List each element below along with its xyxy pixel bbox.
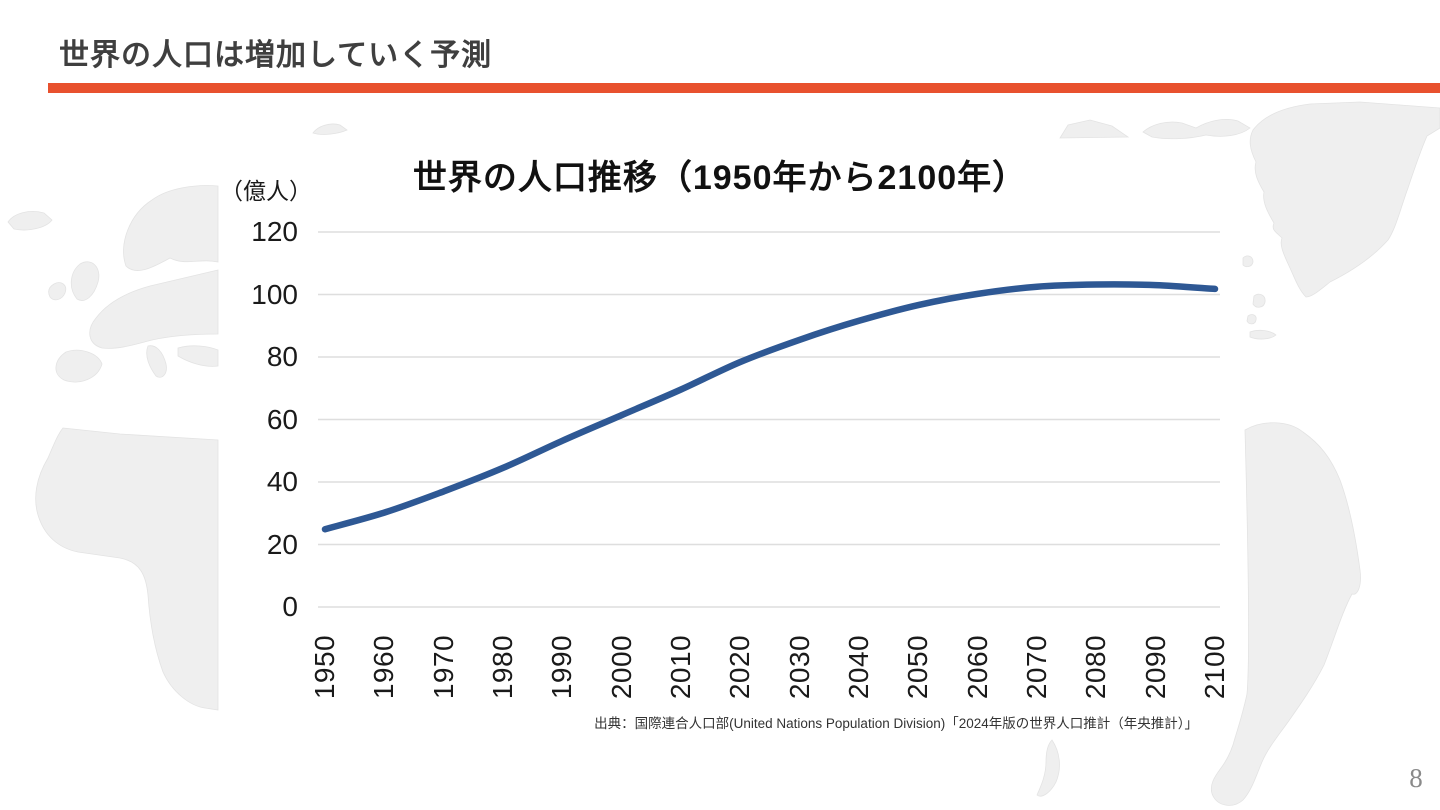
map-siberia-fragment: [1059, 119, 1251, 140]
x-tick-label: 2040: [843, 634, 874, 700]
map-caribbean-islands: [1242, 255, 1277, 340]
y-tick-label: 80: [266, 341, 298, 372]
x-tick-label: 1970: [427, 634, 459, 700]
map-africa: [35, 427, 219, 711]
slide-title: 世界の人口は増加していく予測: [59, 39, 493, 72]
source-citation: 出典：国際連合人口部(United Nations Population Div…: [594, 716, 1198, 731]
map-new-zealand: [1036, 739, 1060, 797]
x-tick-label: 2030: [783, 634, 815, 700]
map-iceland: [7, 211, 53, 231]
x-tick-label: 1990: [546, 634, 578, 700]
map-europe: [48, 185, 219, 383]
x-tick-label: 2090: [1139, 634, 1171, 700]
x-tick-label: 1980: [487, 634, 518, 700]
page-number: 8: [1409, 763, 1423, 793]
x-tick-label: 2070: [1021, 634, 1052, 700]
y-tick-label: 40: [266, 466, 298, 497]
header-accent-bar: [48, 83, 1440, 93]
x-tick-label: 2050: [902, 634, 934, 700]
x-tick-label: 2080: [1080, 634, 1112, 700]
population-line-series: [321, 281, 1219, 533]
y-tick-label: 120: [251, 216, 298, 247]
x-tick-label: 1960: [368, 634, 400, 700]
chart-title: 世界の人口推移（1950年から2100年）: [412, 159, 1028, 197]
y-tick-label: 20: [266, 528, 298, 560]
map-south-america: [1210, 422, 1361, 806]
y-axis-unit-label: （億人）: [220, 178, 312, 204]
x-tick-label: 2010: [665, 634, 696, 700]
x-tick-label: 2020: [724, 634, 756, 700]
x-tick-label: 1950: [309, 634, 340, 700]
y-tick-label: 60: [266, 403, 298, 435]
x-tick-label: 2060: [961, 634, 993, 700]
x-tick-label: 2000: [605, 634, 637, 700]
map-north-america: [1249, 101, 1440, 298]
map-asia-fragment: [312, 123, 348, 135]
y-tick-label: 100: [251, 278, 298, 310]
x-tick-label: 2100: [1199, 634, 1230, 700]
y-tick-label: 0: [282, 591, 298, 622]
